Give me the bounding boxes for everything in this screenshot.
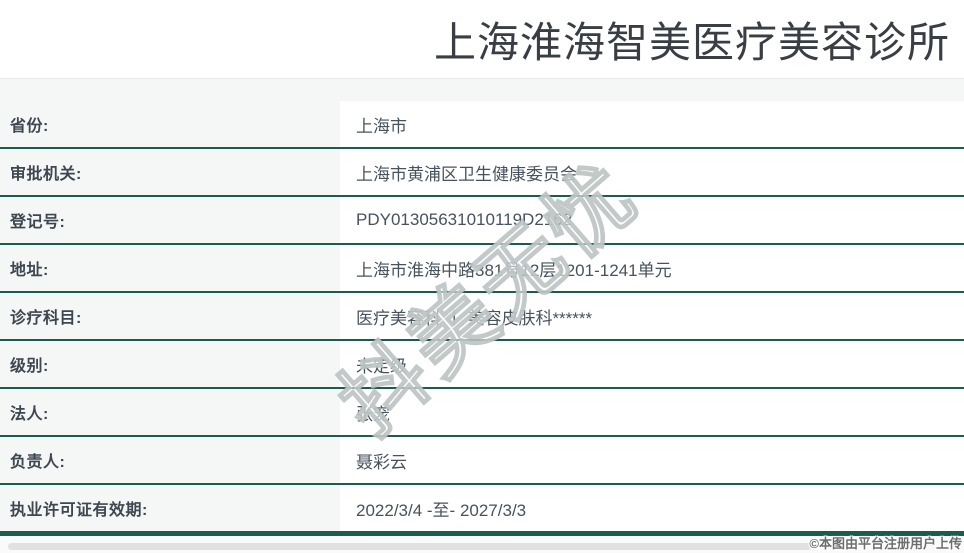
row-label: 法人: bbox=[0, 389, 340, 435]
table-row: 省份: 上海市 bbox=[0, 101, 964, 149]
row-value: PDY01305631010119D2162 bbox=[340, 197, 964, 243]
row-label: 诊疗科目: bbox=[0, 293, 340, 339]
license-table-body: 省份: 上海市 审批机关: 上海市黄浦区卫生健康委员会 登记号: PDY0130… bbox=[0, 101, 964, 533]
table-row: 法人: 张宠 bbox=[0, 389, 964, 437]
table-top-band bbox=[0, 79, 964, 101]
bottom-strip: ©本图由平台注册用户上传 bbox=[0, 536, 964, 553]
page-header: 上海淮海智美医疗美容诊所 bbox=[0, 0, 964, 78]
row-value: 聂彩云 bbox=[340, 437, 964, 483]
row-label: 地址: bbox=[0, 245, 340, 291]
row-value: 医疗美容科 丨 美容皮肤科****** bbox=[340, 293, 964, 339]
table-row: 审批机关: 上海市黄浦区卫生健康委员会 bbox=[0, 149, 964, 197]
table-row: 登记号: PDY01305631010119D2162 bbox=[0, 197, 964, 245]
footer-upload-watermark: ©本图由平台注册用户上传 bbox=[809, 536, 962, 551]
row-value: 张宠 bbox=[340, 389, 964, 435]
page-title: 上海淮海智美医疗美容诊所 bbox=[433, 18, 950, 66]
row-value: 上海市淮海中路381号12层1201-1241单元 bbox=[340, 245, 964, 291]
row-label: 执业许可证有效期: bbox=[0, 485, 340, 531]
row-label: 省份: bbox=[0, 101, 340, 147]
row-label: 负责人: bbox=[0, 437, 340, 483]
header-divider bbox=[0, 78, 964, 79]
row-label: 级别: bbox=[0, 341, 340, 387]
table-row: 负责人: 聂彩云 bbox=[0, 437, 964, 485]
row-value: 上海市 bbox=[340, 101, 964, 147]
row-value: 上海市黄浦区卫生健康委员会 bbox=[340, 149, 964, 195]
table-bottom-border bbox=[0, 533, 964, 536]
row-label: 登记号: bbox=[0, 197, 340, 243]
row-value: 未定级 bbox=[340, 341, 964, 387]
table-row: 诊疗科目: 医疗美容科 丨 美容皮肤科****** bbox=[0, 293, 964, 341]
table-row: 级别: 未定级 bbox=[0, 341, 964, 389]
row-value: 2022/3/4 -至- 2027/3/3 bbox=[340, 485, 964, 531]
table-row: 执业许可证有效期: 2022/3/4 -至- 2027/3/3 bbox=[0, 485, 964, 533]
table-row: 地址: 上海市淮海中路381号12层1201-1241单元 bbox=[0, 245, 964, 293]
horizontal-scrollbar-thumb[interactable] bbox=[8, 543, 812, 550]
row-label: 审批机关: bbox=[0, 149, 340, 195]
